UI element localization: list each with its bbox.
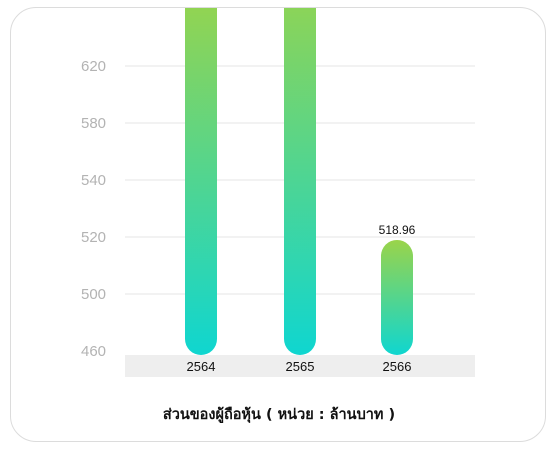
y-tick-label: 520 bbox=[81, 229, 106, 246]
bar-chart: 620580540520500460608.452564615.32256551… bbox=[81, 8, 475, 377]
chart-card: 620580540520500460608.452564615.32256551… bbox=[10, 7, 546, 442]
bar bbox=[381, 239, 413, 355]
y-tick-label: 460 bbox=[81, 343, 106, 360]
y-tick-label: 500 bbox=[81, 286, 106, 303]
x-axis-band bbox=[125, 355, 475, 377]
y-tick-label: 540 bbox=[81, 172, 106, 189]
x-tick-label: 2565 bbox=[286, 359, 315, 374]
x-tick-label: 2566 bbox=[383, 359, 412, 374]
y-tick-label: 620 bbox=[81, 58, 106, 75]
bar bbox=[284, 8, 316, 355]
bar-value-label: 518.96 bbox=[379, 223, 416, 237]
x-tick-label: 2564 bbox=[187, 359, 216, 374]
bar bbox=[185, 8, 217, 355]
chart-caption: ส่วนของผู้ถือหุ้น ( หน่วย : ล้านบาท ) bbox=[162, 407, 396, 423]
y-tick-label: 580 bbox=[81, 115, 106, 132]
